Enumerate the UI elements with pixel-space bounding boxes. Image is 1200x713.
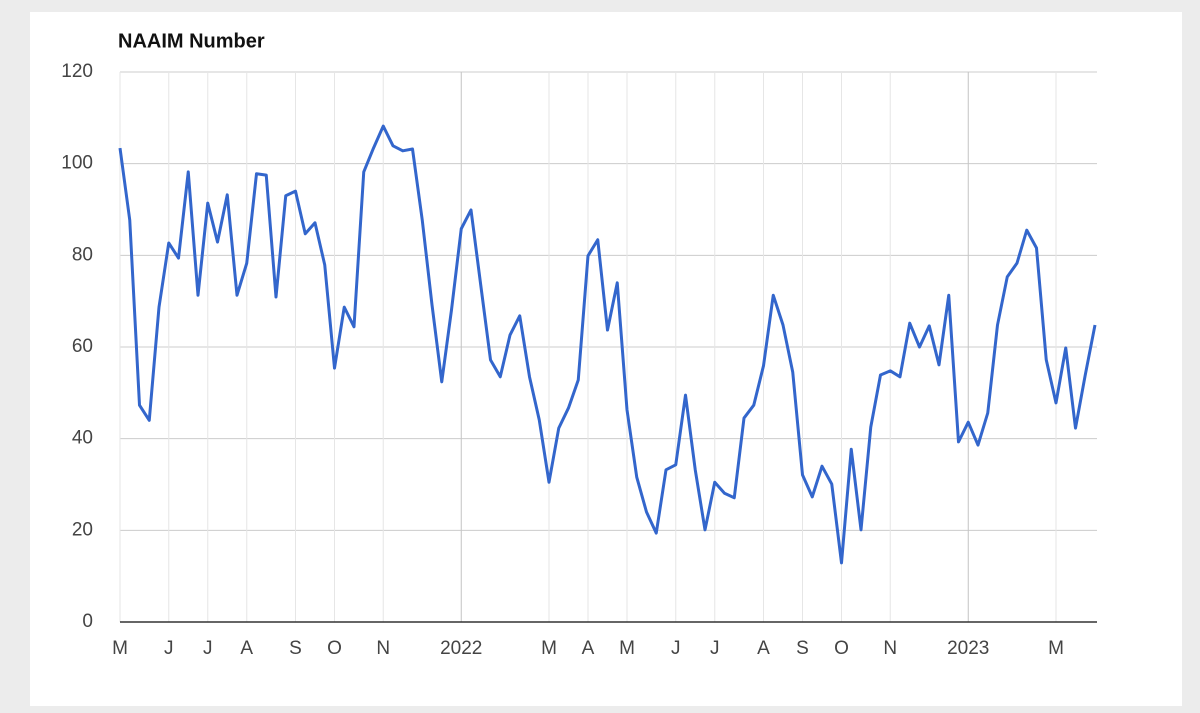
x-tick-label: O xyxy=(327,638,342,659)
x-tick-label: M xyxy=(112,638,128,659)
x-tick-label: J xyxy=(164,638,174,659)
y-tick-label: 80 xyxy=(72,244,93,265)
x-tick-label: S xyxy=(289,638,302,659)
x-tick-label: N xyxy=(376,638,390,659)
x-tick-label: J xyxy=(203,638,213,659)
x-tick-label: M xyxy=(1048,638,1064,659)
x-tick-label: M xyxy=(619,638,635,659)
y-tick-label: 20 xyxy=(72,519,93,540)
x-tick-label: 2022 xyxy=(440,638,482,659)
x-tick-label: 2023 xyxy=(947,638,989,659)
chart-title: NAAIM Number xyxy=(118,30,265,52)
x-tick-label: M xyxy=(541,638,557,659)
x-tick-label: J xyxy=(710,638,720,659)
x-tick-label: A xyxy=(582,638,595,659)
y-tick-label: 100 xyxy=(61,153,93,174)
x-tick-label: A xyxy=(240,638,253,659)
y-tick-label: 120 xyxy=(61,61,93,82)
panel xyxy=(30,12,1182,706)
x-tick-label: O xyxy=(834,638,849,659)
x-tick-label: S xyxy=(796,638,809,659)
y-tick-label: 40 xyxy=(72,428,93,449)
x-tick-label: J xyxy=(671,638,681,659)
y-tick-label: 0 xyxy=(82,611,93,632)
line xyxy=(118,124,1097,565)
y-tick-label: 60 xyxy=(72,336,93,357)
x-tick-label: N xyxy=(883,638,897,659)
x-tick-label: A xyxy=(757,638,770,659)
